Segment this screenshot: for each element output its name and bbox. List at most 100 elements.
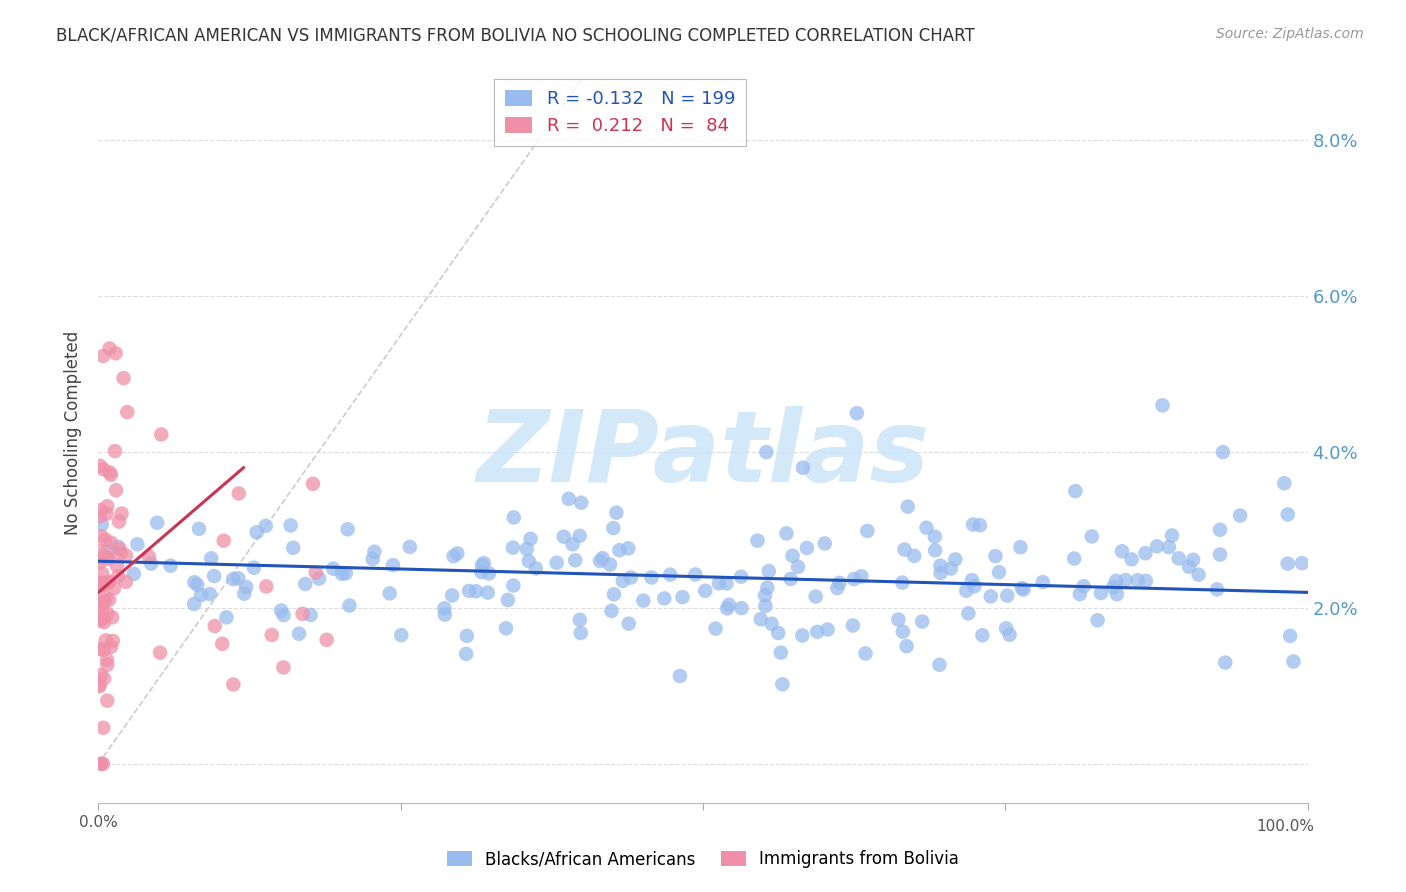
Point	[200, 551, 222, 566]
Point	[96, 507, 118, 521]
Point	[600, 604, 623, 618]
Point	[96, 544, 118, 558]
Point	[718, 598, 741, 612]
Point	[90, 612, 112, 626]
Point	[90, 578, 112, 592]
Point	[792, 628, 814, 642]
Point	[589, 554, 612, 568]
Point	[980, 590, 1002, 604]
Point	[254, 519, 277, 533]
Point	[472, 556, 495, 570]
Point	[928, 657, 950, 672]
Point	[1135, 546, 1157, 560]
Point	[568, 613, 591, 627]
Point	[104, 444, 127, 458]
Point	[998, 628, 1021, 642]
Point	[1012, 582, 1035, 597]
Point	[804, 590, 827, 604]
Point	[517, 554, 540, 568]
Point	[389, 628, 412, 642]
Point	[695, 583, 717, 598]
Point	[96, 607, 118, 621]
Point	[91, 721, 114, 735]
Point	[105, 558, 128, 573]
Point	[770, 677, 793, 691]
Point	[1157, 540, 1180, 554]
Point	[1135, 574, 1157, 588]
Point	[758, 564, 780, 578]
Point	[1032, 575, 1054, 590]
Point	[456, 629, 478, 643]
Point	[1115, 573, 1137, 587]
Point	[315, 632, 337, 647]
Point	[273, 660, 295, 674]
Point	[955, 583, 977, 598]
Point	[183, 597, 205, 611]
Point	[100, 535, 122, 549]
Point	[98, 342, 121, 356]
Point	[93, 642, 115, 657]
Point	[828, 575, 851, 590]
Point	[94, 633, 117, 648]
Point	[1161, 528, 1184, 542]
Point	[294, 577, 316, 591]
Point	[190, 588, 212, 602]
Point	[1102, 580, 1125, 594]
Point	[91, 349, 114, 363]
Point	[97, 552, 120, 566]
Point	[117, 405, 139, 419]
Point	[957, 607, 980, 621]
Point	[215, 610, 238, 624]
Point	[845, 406, 868, 420]
Point	[108, 515, 131, 529]
Point	[246, 525, 269, 540]
Point	[749, 612, 772, 626]
Point	[477, 585, 499, 599]
Point	[782, 549, 804, 563]
Point	[761, 616, 783, 631]
Point	[89, 509, 111, 524]
Point	[768, 626, 790, 640]
Point	[1229, 508, 1251, 523]
Point	[198, 587, 221, 601]
Point	[756, 581, 779, 595]
Point	[97, 574, 120, 589]
Point	[89, 599, 111, 613]
Point	[962, 517, 984, 532]
Point	[496, 593, 519, 607]
Point	[915, 521, 938, 535]
Point	[1206, 582, 1229, 597]
Point	[108, 541, 131, 556]
Y-axis label: No Schooling Completed: No Schooling Completed	[65, 331, 83, 534]
Point	[1209, 548, 1232, 562]
Point	[1277, 508, 1299, 522]
Point	[1111, 544, 1133, 558]
Point	[382, 558, 405, 573]
Point	[929, 558, 952, 573]
Point	[104, 346, 127, 360]
Point	[814, 536, 837, 550]
Point	[186, 578, 208, 592]
Point	[995, 589, 1018, 603]
Point	[146, 516, 169, 530]
Text: ZIPatlas: ZIPatlas	[477, 407, 929, 503]
Point	[1080, 529, 1102, 543]
Point	[93, 672, 115, 686]
Point	[90, 529, 112, 543]
Point	[524, 561, 547, 575]
Point	[924, 543, 946, 558]
Point	[127, 537, 149, 551]
Point	[204, 619, 226, 633]
Point	[94, 549, 117, 564]
Point	[322, 562, 344, 576]
Point	[1152, 398, 1174, 412]
Point	[842, 572, 865, 586]
Point	[90, 517, 112, 532]
Point	[112, 371, 135, 385]
Point	[903, 549, 925, 563]
Point	[433, 601, 456, 615]
Point	[561, 537, 583, 551]
Point	[226, 571, 249, 585]
Point	[260, 628, 283, 642]
Point	[87, 593, 110, 607]
